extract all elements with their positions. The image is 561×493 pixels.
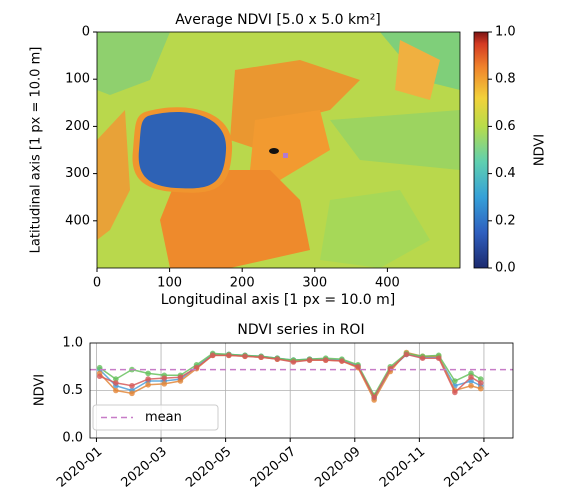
series-point (161, 375, 168, 381)
y-tick-label: 100 (65, 72, 90, 87)
ndvi-image (97, 32, 460, 268)
frame (89, 342, 514, 439)
series-point (274, 356, 281, 362)
series-point (452, 389, 458, 396)
colorbar (473, 31, 489, 269)
series-point (258, 354, 264, 361)
series-point (145, 382, 151, 388)
series-point (403, 351, 410, 358)
x-tick-label: 2021-01 (442, 444, 493, 490)
y-tick-label: 0 (82, 25, 90, 40)
series-point (452, 378, 458, 384)
series-point (226, 352, 232, 359)
x-tick-label: 200 (230, 276, 255, 291)
y-tick-label: 0.0 (62, 431, 83, 446)
colorbar-tick-label: 0.0 (495, 261, 516, 276)
x-tick-label: 2020-09 (312, 444, 363, 490)
series-point (129, 382, 135, 389)
series-point (435, 355, 442, 362)
series-point (290, 359, 297, 365)
line-title: NDVI series in ROI (237, 322, 364, 338)
series-point (129, 390, 135, 397)
image-frame (96, 31, 461, 269)
colorbar-tick-label: 0.4 (495, 166, 516, 181)
x-tick-label: 400 (375, 276, 400, 291)
series-point (477, 380, 484, 386)
x-tick-label: 100 (157, 276, 182, 291)
series-point (96, 373, 103, 380)
series-point (145, 370, 151, 377)
y-tick-label: 200 (65, 119, 90, 134)
legend-label: mean (145, 410, 182, 425)
colorbar-tick-label: 0.6 (495, 119, 516, 134)
y-tick-label: 1.0 (62, 336, 83, 351)
legend-box (92, 404, 219, 431)
x-tick-label: 2020-05 (183, 444, 234, 490)
series-point (161, 381, 168, 387)
image-title: Average NDVI [5.0 x 5.0 km²] (175, 12, 381, 28)
x-tick-label: 300 (302, 276, 327, 291)
y-tick-label: 0.5 (62, 383, 83, 398)
x-tick-label: 2020-07 (248, 444, 299, 490)
series-point (371, 394, 377, 400)
series-point (306, 357, 313, 363)
series-point (419, 355, 426, 362)
series-point (468, 382, 474, 389)
series-point (387, 365, 394, 372)
y-tick-label: 400 (65, 213, 90, 228)
series-point (145, 376, 151, 382)
series-point (113, 387, 119, 394)
series-point (209, 352, 216, 359)
y-axis-label: Latitudinal axis [1 px = 10.0 m] (29, 47, 44, 254)
y-tick-label: 300 (65, 166, 90, 181)
x-tick-label: 2020-11 (377, 444, 428, 490)
series-point (113, 380, 119, 386)
x-tick-label: 2020-01 (54, 444, 105, 490)
series-point (242, 353, 248, 360)
series-point (177, 374, 184, 381)
colorbar-tick-label: 1.0 (495, 25, 516, 40)
series-point (355, 363, 361, 370)
x-tick-label: 2020-03 (119, 444, 170, 490)
series-point (477, 385, 484, 392)
colorbar-label: NDVI (533, 134, 548, 166)
x-tick-label: 0 (93, 276, 101, 291)
line-y-label: NDVI (33, 374, 48, 406)
series-point (339, 358, 345, 364)
colorbar-tick-label: 0.8 (495, 72, 516, 87)
series-point (322, 357, 329, 363)
series-point (468, 374, 474, 381)
x-axis-label: Longitudinal axis [1 px = 10.0 m] (161, 292, 396, 308)
colorbar-tick-label: 0.2 (495, 213, 516, 228)
